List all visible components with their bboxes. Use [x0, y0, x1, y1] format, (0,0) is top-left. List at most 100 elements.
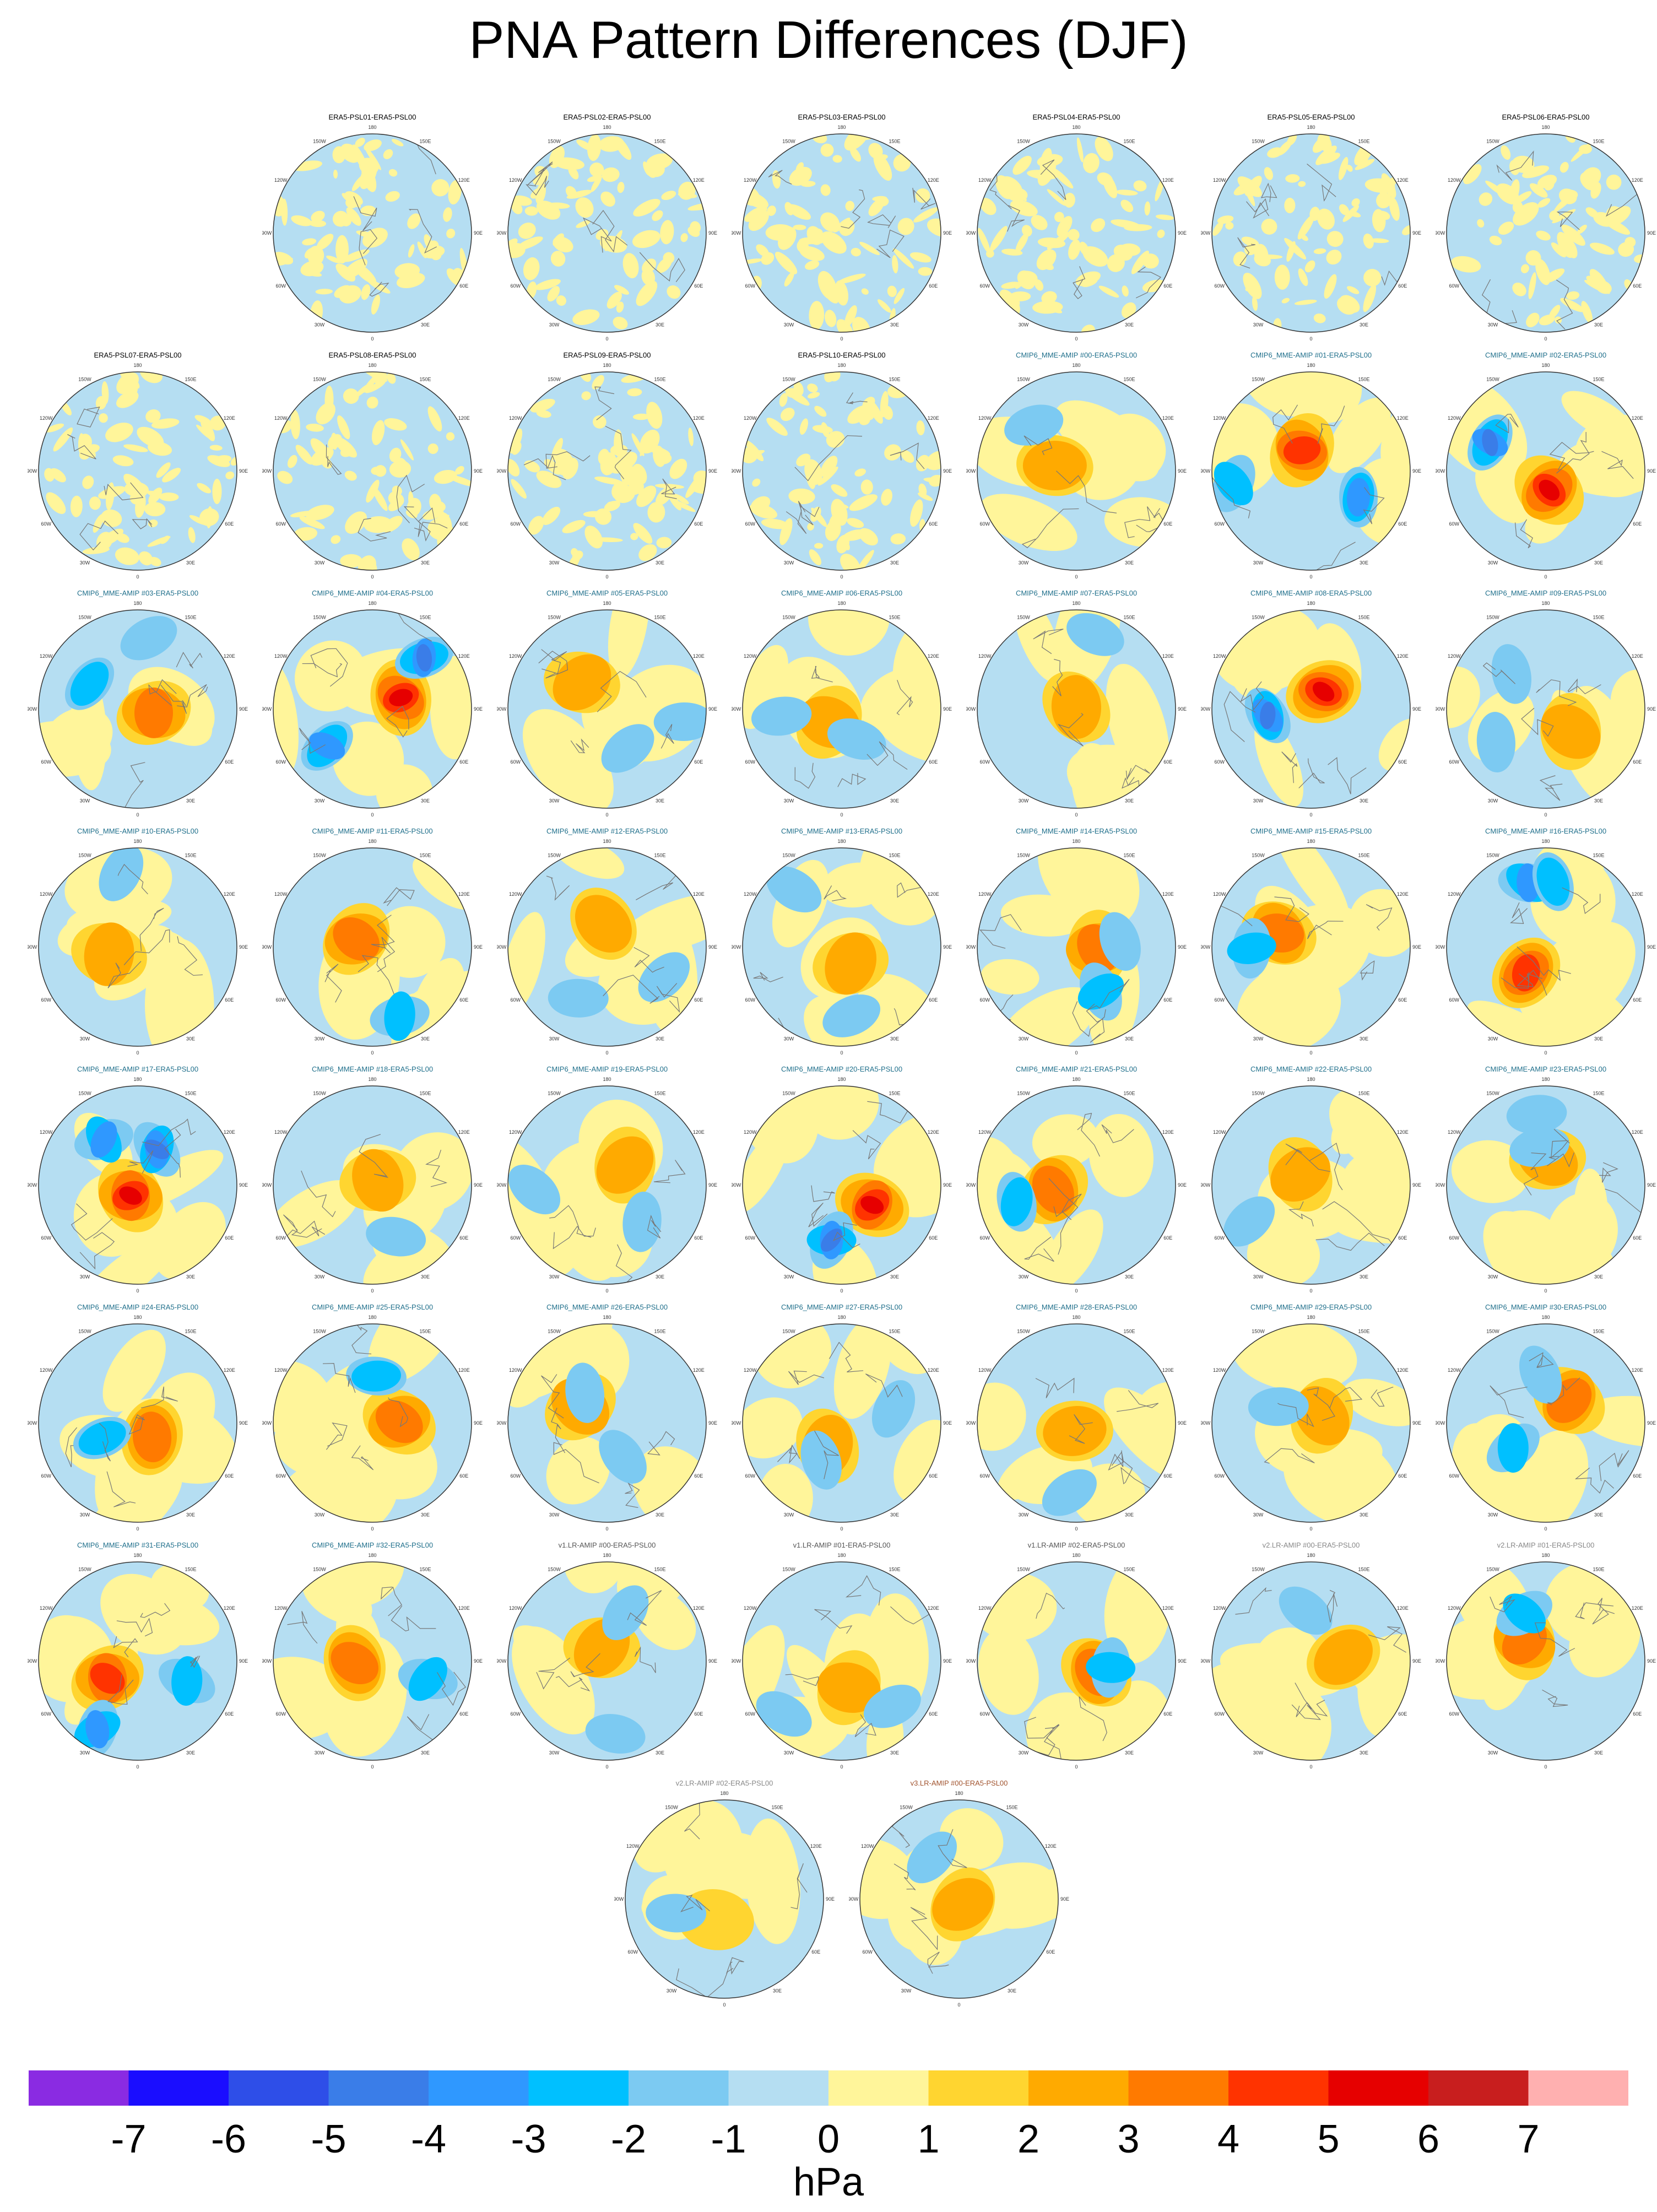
longitude-label: 120E: [928, 1367, 939, 1373]
positive-anomaly: [596, 1136, 654, 1194]
map-border: [625, 1799, 824, 1999]
coastline: [582, 217, 612, 253]
coastline: [1368, 1626, 1406, 1653]
field-patch: [1047, 189, 1066, 206]
coastline: [1021, 508, 1079, 549]
map-field: [1212, 372, 1410, 570]
map-field: [273, 610, 472, 808]
coastline: [113, 1636, 138, 1658]
longitude-label: 60W: [745, 1711, 755, 1717]
field-patch: [668, 491, 681, 511]
field-patch: [1081, 278, 1098, 288]
longitude-label: 120E: [928, 1605, 939, 1611]
coastline: [523, 455, 566, 480]
coastline: [1517, 946, 1571, 981]
field-patch: [1542, 268, 1565, 283]
longitude-label: 150E: [419, 139, 431, 144]
field-patch: [212, 478, 222, 505]
longitude-label: 120W: [509, 891, 522, 897]
colorbar-swatch: [1528, 2070, 1628, 2106]
longitude-label: 60E: [1163, 997, 1172, 1003]
positive-anomaly: [1312, 682, 1335, 702]
field-patch: [277, 470, 293, 484]
field-patch: [96, 532, 113, 550]
longitude-label: 120E: [693, 1129, 705, 1135]
field-patch: [1102, 174, 1118, 198]
longitude-label: 30E: [186, 1750, 195, 1755]
field-patch: [894, 288, 905, 304]
field-patch: [602, 167, 620, 182]
map-panel: CMIP6_MME-AMIP #20-ERA5-PSL00 180 150E 120E…: [732, 1065, 952, 1302]
longitude-label: 60E: [1163, 1711, 1172, 1717]
longitude-label: 90W: [28, 944, 37, 950]
longitude-label: 60E: [459, 521, 468, 527]
longitude-label: 120W: [978, 415, 992, 421]
coastline: [104, 482, 144, 501]
longitude-label: 90W: [1436, 468, 1445, 474]
longitude-label: 60E: [929, 1711, 938, 1717]
field-patch: [1537, 198, 1551, 208]
longitude-label: 120W: [626, 1843, 640, 1849]
map-border: [859, 1799, 1059, 1999]
field-patch: [368, 1324, 457, 1383]
field-patch: [1041, 291, 1057, 304]
field-patch: [835, 280, 849, 306]
longitude-label: 0: [1075, 336, 1077, 342]
longitude-label: 150W: [1017, 615, 1030, 620]
field-patch: [1539, 315, 1555, 326]
field-patch: [82, 475, 94, 489]
longitude-label: 30E: [1360, 1750, 1368, 1755]
longitude-label: 120W: [978, 653, 992, 659]
map-panel: CMIP6_MME-AMIP #05-ERA5-PSL00 180 150E 120E…: [497, 589, 717, 826]
longitude-label: 0: [136, 1764, 139, 1770]
longitude-label: 30W: [784, 1036, 794, 1041]
longitude-label: 60E: [1398, 1235, 1407, 1241]
map-field: [1447, 1086, 1645, 1284]
longitude-label: 60W: [41, 1473, 51, 1479]
longitude-label: 30E: [1125, 1274, 1134, 1279]
longitude-label: 90E: [1412, 468, 1421, 474]
field-patch: [511, 202, 523, 214]
field-patch: [388, 491, 402, 505]
coastline: [1056, 470, 1117, 513]
panel-title: ERA5-PSL08-ERA5-PSL00: [328, 351, 416, 359]
longitude-label: 180: [368, 1315, 376, 1320]
longitude-label: 120E: [1162, 177, 1174, 183]
map-panel: CMIP6_MME-AMIP #00-ERA5-PSL00 180 150E 120E…: [966, 351, 1187, 588]
field-patch: [636, 280, 658, 306]
longitude-label: 60E: [459, 283, 468, 289]
field-patch: [151, 418, 180, 429]
longitude-label: 150E: [889, 1567, 900, 1572]
field-patch: [1244, 244, 1258, 256]
longitude-label: 30W: [784, 1512, 794, 1517]
coastline: [1024, 1236, 1054, 1262]
longitude-label: 90W: [28, 1182, 37, 1188]
field-patch: [277, 257, 293, 266]
panel-title: CMIP6_MME-AMIP #12-ERA5-PSL00: [546, 827, 668, 835]
longitude-label: 60E: [1163, 759, 1172, 765]
negative-anomaly: [1476, 712, 1515, 773]
coastline: [1556, 279, 1573, 330]
field-patch: [892, 255, 898, 274]
negative-anomaly: [827, 718, 886, 760]
map-panel: ERA5-PSL06-ERA5-PSL00 180 150E 120E 90E 60E 30…: [1436, 113, 1656, 350]
field-patch: [93, 514, 104, 533]
panel-title: ERA5-PSL02-ERA5-PSL00: [563, 113, 651, 121]
colorbar-swatch: [528, 2070, 629, 2106]
longitude-label: 180: [1541, 1315, 1550, 1320]
field-patch: [427, 443, 438, 454]
longitude-label: 60E: [1398, 521, 1407, 527]
longitude-label: 30W: [1488, 1274, 1498, 1279]
longitude-label: 150E: [1593, 1567, 1604, 1572]
longitude-label: 120W: [274, 1367, 288, 1373]
longitude-label: 180: [1541, 839, 1550, 844]
longitude-label: 120E: [458, 415, 470, 421]
coastline: [1329, 1387, 1363, 1408]
